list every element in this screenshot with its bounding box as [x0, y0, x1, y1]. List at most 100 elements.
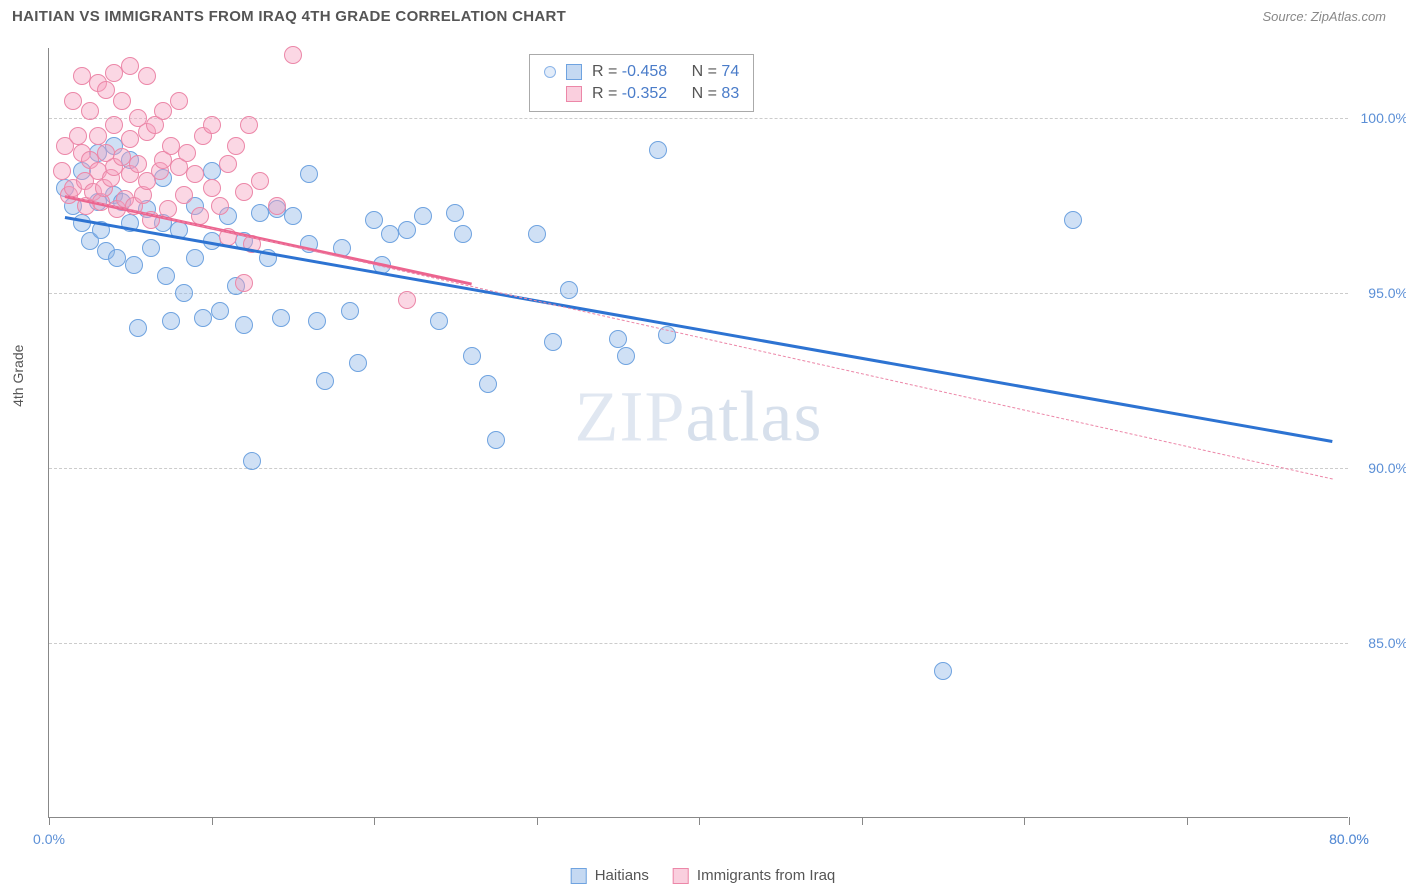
- data-point: [487, 431, 505, 449]
- legend-label: Immigrants from Iraq: [697, 867, 835, 884]
- data-point: [211, 302, 229, 320]
- data-point: [162, 312, 180, 330]
- data-point: [243, 452, 261, 470]
- xtick: [862, 817, 863, 825]
- r-label: R = -0.352: [592, 85, 667, 103]
- data-point: [414, 207, 432, 225]
- data-point: [365, 211, 383, 229]
- ytick-label: 85.0%: [1368, 635, 1406, 651]
- data-point: [544, 333, 562, 351]
- data-point: [649, 141, 667, 159]
- stats-row: R = -0.458 N = 74: [544, 61, 739, 83]
- gridline: [49, 643, 1348, 644]
- r-label: R = -0.458: [592, 63, 667, 81]
- data-point: [454, 225, 472, 243]
- data-point: [142, 239, 160, 257]
- data-point: [349, 354, 367, 372]
- data-point: [381, 225, 399, 243]
- data-point: [398, 291, 416, 309]
- y-axis-label: 4th Grade: [10, 345, 26, 407]
- legend-label: Haitians: [595, 867, 649, 884]
- xtick: [212, 817, 213, 825]
- data-point: [398, 221, 416, 239]
- legend-swatch: [571, 868, 587, 884]
- data-point: [186, 249, 204, 267]
- watermark: ZIPatlas: [575, 376, 823, 459]
- data-point: [227, 137, 245, 155]
- data-point: [138, 67, 156, 85]
- xtick: [1187, 817, 1188, 825]
- data-point: [105, 116, 123, 134]
- data-point: [203, 116, 221, 134]
- legend-item: Haitians: [571, 867, 649, 884]
- data-point: [186, 165, 204, 183]
- trend-line: [65, 216, 1333, 442]
- stats-legend: R = -0.458 N = 74 R = -0.352 N = 83: [529, 54, 754, 112]
- data-point: [235, 183, 253, 201]
- data-point: [64, 92, 82, 110]
- data-point: [272, 309, 290, 327]
- data-point: [284, 207, 302, 225]
- data-point: [251, 172, 269, 190]
- xtick: [374, 817, 375, 825]
- data-point: [235, 274, 253, 292]
- data-point: [211, 197, 229, 215]
- data-point: [268, 197, 286, 215]
- data-point: [463, 347, 481, 365]
- data-point: [240, 116, 258, 134]
- data-point: [121, 57, 139, 75]
- circle-icon: [544, 66, 556, 78]
- bottom-legend: Haitians Immigrants from Iraq: [571, 867, 836, 884]
- data-point: [97, 81, 115, 99]
- data-point: [89, 127, 107, 145]
- data-point: [203, 179, 221, 197]
- data-point: [175, 284, 193, 302]
- data-point: [157, 267, 175, 285]
- data-point: [235, 316, 253, 334]
- source-label: Source: ZipAtlas.com: [1262, 9, 1386, 24]
- data-point: [934, 662, 952, 680]
- data-point: [609, 330, 627, 348]
- data-point: [446, 204, 464, 222]
- data-point: [129, 155, 147, 173]
- data-point: [308, 312, 326, 330]
- xtick: [49, 817, 50, 825]
- data-point: [175, 186, 193, 204]
- ytick-label: 95.0%: [1368, 285, 1406, 301]
- legend-item: Immigrants from Iraq: [673, 867, 835, 884]
- gridline: [49, 293, 1348, 294]
- ytick-label: 100.0%: [1361, 110, 1406, 126]
- data-point: [560, 281, 578, 299]
- data-point: [617, 347, 635, 365]
- data-point: [300, 165, 318, 183]
- data-point: [69, 127, 87, 145]
- n-label: N = 74: [692, 63, 740, 81]
- data-point: [129, 319, 147, 337]
- n-label: N = 83: [692, 85, 740, 103]
- gridline: [49, 468, 1348, 469]
- data-point: [1064, 211, 1082, 229]
- xtick: [1349, 817, 1350, 825]
- data-point: [170, 92, 188, 110]
- scatter-chart: ZIPatlas R = -0.458 N = 74 R = -0.352 N …: [48, 48, 1348, 818]
- series-swatch: [566, 86, 582, 102]
- data-point: [81, 102, 99, 120]
- data-point: [430, 312, 448, 330]
- data-point: [73, 214, 91, 232]
- data-point: [528, 225, 546, 243]
- data-point: [113, 92, 131, 110]
- xtick-label: 0.0%: [33, 831, 65, 847]
- xtick-label: 80.0%: [1329, 831, 1369, 847]
- data-point: [316, 372, 334, 390]
- stats-row: R = -0.352 N = 83: [544, 83, 739, 105]
- data-point: [284, 46, 302, 64]
- ytick-label: 90.0%: [1368, 460, 1406, 476]
- xtick: [699, 817, 700, 825]
- data-point: [154, 102, 172, 120]
- data-point: [341, 302, 359, 320]
- data-point: [178, 144, 196, 162]
- trend-line: [65, 195, 1333, 479]
- legend-swatch: [673, 868, 689, 884]
- series-swatch: [566, 64, 582, 80]
- xtick: [537, 817, 538, 825]
